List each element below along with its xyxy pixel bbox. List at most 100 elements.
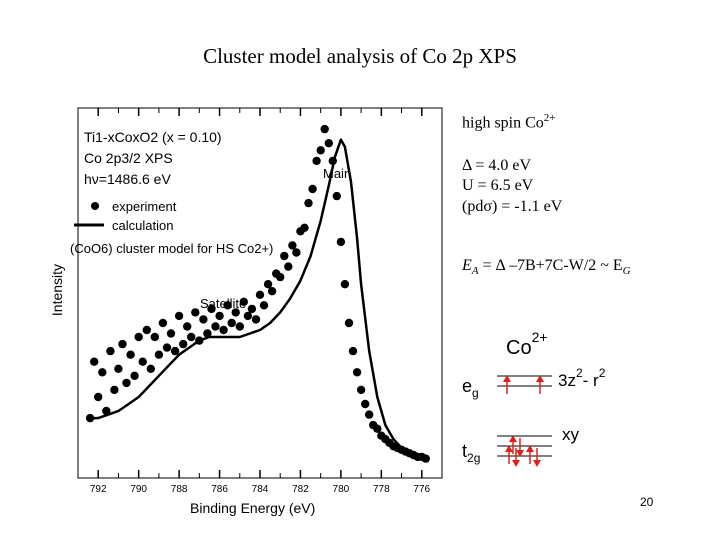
x-tick-label: 778 — [373, 484, 390, 495]
x-axis-label: Binding Energy (eV) — [190, 500, 315, 516]
experiment-point — [288, 241, 297, 250]
experiment-point — [211, 322, 220, 331]
spin-down-arrow — [533, 448, 541, 467]
experiment-point — [344, 318, 354, 328]
experiment-point — [142, 325, 151, 335]
experiment-point — [207, 304, 216, 314]
experiment-point — [292, 248, 301, 257]
experiment-point — [320, 124, 329, 134]
spin-up-arrow — [536, 375, 544, 394]
experiment-point — [138, 357, 147, 366]
legend-experiment-label: experiment — [112, 199, 177, 214]
experiment-point — [102, 406, 111, 416]
bottom-tick-marks — [97, 470, 443, 478]
legend-experiment-marker — [91, 202, 99, 210]
experiment-point — [203, 329, 212, 338]
top-tick-marks — [97, 108, 443, 116]
experiment-point — [122, 378, 131, 388]
x-tick-label: 784 — [252, 484, 269, 495]
experiment-point — [179, 339, 188, 349]
x-tick-label: 788 — [171, 484, 188, 495]
t2g-orbital-label: xy — [562, 425, 580, 444]
energy-level-diagram: Co2+ eg 3z2- r2 t2g xy — [462, 329, 606, 467]
eg-level-label: eg — [462, 376, 479, 400]
experiment-point — [223, 301, 232, 310]
experiment-point — [316, 146, 325, 155]
xps-line-label: Co 2p3/2 XPS — [84, 150, 173, 166]
spin-up-arrow — [505, 445, 513, 464]
calculation-series — [90, 138, 427, 460]
experiment-point — [191, 308, 200, 317]
experiment-point — [130, 371, 139, 380]
x-tick-labels: 792 790 788 786 784 782 780 778 776 — [90, 484, 431, 495]
spin-up-arrow — [526, 445, 534, 464]
slide-title: Cluster model analysis of Co 2p XPS — [203, 44, 517, 68]
spin-down-arrow — [512, 448, 520, 467]
experiment-point — [280, 251, 289, 261]
legend-cluster-model-label: (CoO6) cluster model for HS Co2+) — [70, 241, 273, 256]
experiment-point — [276, 272, 285, 282]
experiment-point — [114, 364, 123, 373]
experiment-point — [312, 156, 321, 166]
x-tick-label: 782 — [292, 484, 309, 495]
eg-orbital-label: 3z2- r2 — [558, 366, 606, 390]
experiment-point — [235, 322, 244, 331]
experiment-point — [239, 297, 248, 306]
spin-down-arrow — [516, 438, 524, 457]
experiment-point — [259, 301, 269, 310]
experiment-point — [118, 339, 127, 349]
pd-sigma-parameter: (pdσ) = -1.1 eV — [462, 198, 563, 215]
experiment-point — [328, 156, 337, 166]
experiment-point — [356, 385, 366, 395]
ea-equation: EA = Δ –7B+7C-W/2 ~ EG — [462, 257, 631, 278]
x-tick-label: 776 — [413, 484, 430, 495]
experiment-point — [158, 318, 168, 328]
experiment-point — [174, 311, 184, 321]
experiment-point — [263, 280, 273, 289]
experiment-point — [300, 223, 309, 232]
experiment-point — [146, 364, 155, 373]
experiment-point — [195, 336, 204, 345]
t2g-level-label: t2g — [462, 441, 480, 465]
experiment-point — [154, 350, 164, 359]
experiment-point — [215, 311, 224, 321]
experiment-point — [247, 304, 257, 314]
experiment-point — [231, 308, 240, 317]
experiment-point — [227, 318, 236, 328]
experiment-point — [98, 368, 107, 377]
ion-label: Co2+ — [506, 329, 548, 359]
experiment-point — [183, 322, 192, 331]
experiment-point — [110, 385, 119, 395]
experiment-series — [85, 124, 430, 463]
experiment-point — [324, 139, 333, 148]
experiment-point — [90, 357, 99, 366]
spin-arrows — [503, 375, 544, 467]
experiment-point — [267, 287, 277, 296]
experiment-point — [308, 184, 317, 194]
experiment-point — [126, 350, 135, 359]
x-tick-label: 792 — [90, 484, 107, 495]
experiment-point — [150, 332, 159, 342]
delta-parameter: Δ = 4.0 eV — [462, 157, 532, 174]
experiment-point — [365, 410, 374, 419]
experiment-point — [304, 198, 313, 208]
experiment-point — [421, 454, 430, 463]
experiment-point — [255, 290, 265, 299]
spin-state-label: high spin Co2+ — [462, 112, 556, 132]
experiment-point — [85, 413, 95, 423]
calculation-line — [90, 138, 427, 460]
experiment-point — [348, 346, 358, 356]
experiment-point — [162, 343, 172, 352]
experiment-point — [243, 311, 253, 321]
spin-up-arrow — [503, 375, 511, 394]
experiment-point — [332, 191, 341, 201]
experiment-point — [219, 325, 228, 335]
spin-up-arrow — [509, 435, 517, 454]
x-tick-label: 786 — [211, 484, 228, 495]
legend-calculation-label: calculation — [112, 218, 173, 233]
experiment-point — [166, 329, 176, 338]
x-tick-label: 780 — [333, 484, 350, 495]
experiment-point — [340, 280, 350, 289]
experiment-point — [373, 424, 382, 433]
